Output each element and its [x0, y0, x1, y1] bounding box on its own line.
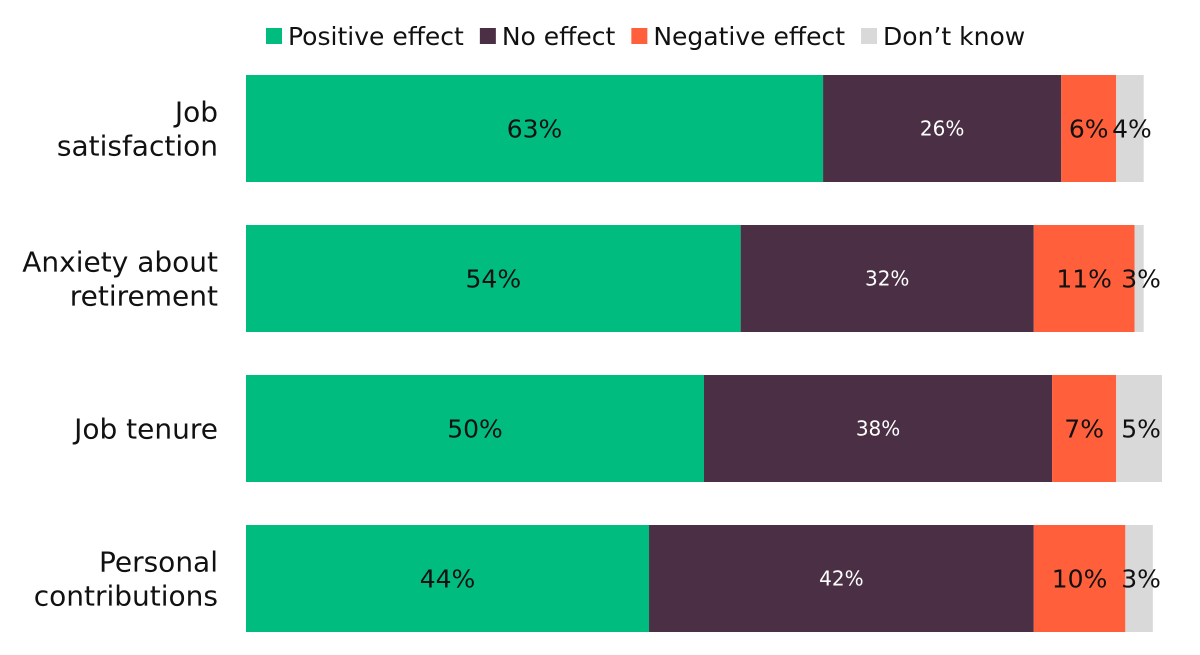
category-label-job-tenure: Job tenure — [72, 413, 218, 446]
bar-no-effect-job-satisfaction — [823, 75, 1062, 182]
legend-swatch-don-t-know — [861, 28, 878, 44]
legend-label-no-effect: No effect — [502, 22, 616, 51]
category-label-anxiety-about-retirement: Anxiety about retirement — [22, 246, 218, 313]
category-label-personal-contributions: Personal contributions — [34, 546, 218, 613]
value-label-no-effect-personal-contributions: 42% — [819, 567, 863, 591]
value-label-negative-effect-job-tenure: 7% — [1064, 415, 1104, 444]
legend-swatch-negative-effect — [631, 28, 648, 44]
bar-negative-effect-job-satisfaction — [1061, 75, 1117, 182]
value-label-positive-effect-job-tenure: 50% — [447, 415, 503, 444]
legend-label-negative-effect: Negative effect — [653, 22, 845, 51]
bar-negative-effect-personal-contributions — [1033, 525, 1126, 632]
legend-swatch-no-effect — [479, 28, 496, 44]
value-label-don-t-know-job-tenure: 5% — [1121, 415, 1161, 444]
bar-don-t-know-job-tenure — [1116, 375, 1162, 482]
value-label-no-effect-job-satisfaction: 26% — [920, 117, 964, 141]
bar-positive-effect-job-tenure — [246, 375, 704, 482]
value-label-no-effect-anxiety-about-retirement: 32% — [865, 267, 909, 291]
bar-positive-effect-personal-contributions — [246, 525, 650, 632]
value-label-positive-effect-anxiety-about-retirement: 54% — [466, 265, 522, 294]
legend-label-don-t-know: Don’t know — [883, 22, 1025, 51]
value-label-negative-effect-anxiety-about-retirement: 11% — [1056, 265, 1112, 294]
bars-area — [246, 75, 1162, 632]
value-label-don-t-know-job-satisfaction: 4% — [1112, 115, 1152, 144]
value-labels: 63% 26% 6% 4% 54% 32% 11% 3% 50% 38% 7% 5% 44% 42% 10%… — [420, 115, 1161, 594]
value-label-positive-effect-job-satisfaction: 63% — [507, 115, 563, 144]
bar-no-effect-personal-contributions — [649, 525, 1034, 632]
bar-negative-effect-job-tenure — [1052, 375, 1117, 482]
bar-positive-effect-anxiety-about-retirement — [246, 225, 741, 332]
category-labels: Job satisfaction Anxiety about retirement Jo… — [22, 96, 218, 613]
value-label-don-t-know-personal-contributions: 3% — [1121, 565, 1161, 594]
legend-swatch-positive-effect — [266, 28, 282, 44]
value-label-no-effect-job-tenure: 38% — [856, 417, 900, 441]
category-label-job-satisfaction: Job satisfaction — [57, 96, 218, 163]
value-label-positive-effect-personal-contributions: 44% — [420, 565, 476, 594]
value-label-don-t-know-anxiety-about-retirement: 3% — [1121, 265, 1161, 294]
bar-don-t-know-job-satisfaction — [1116, 75, 1144, 182]
bar-no-effect-anxiety-about-retirement — [740, 225, 1034, 332]
bar-don-t-know-anxiety-about-retirement — [1134, 225, 1144, 332]
chart-legend: Positive effect No effect Negative effect D… — [266, 22, 1025, 51]
bar-negative-effect-anxiety-about-retirement — [1033, 225, 1135, 332]
value-label-negative-effect-job-satisfaction: 6% — [1069, 115, 1109, 144]
bar-no-effect-job-tenure — [704, 375, 1053, 482]
bar-don-t-know-personal-contributions — [1125, 525, 1153, 632]
value-label-negative-effect-personal-contributions: 10% — [1052, 565, 1108, 594]
legend-label-positive-effect: Positive effect — [288, 22, 464, 51]
bar-positive-effect-job-satisfaction — [246, 75, 824, 182]
